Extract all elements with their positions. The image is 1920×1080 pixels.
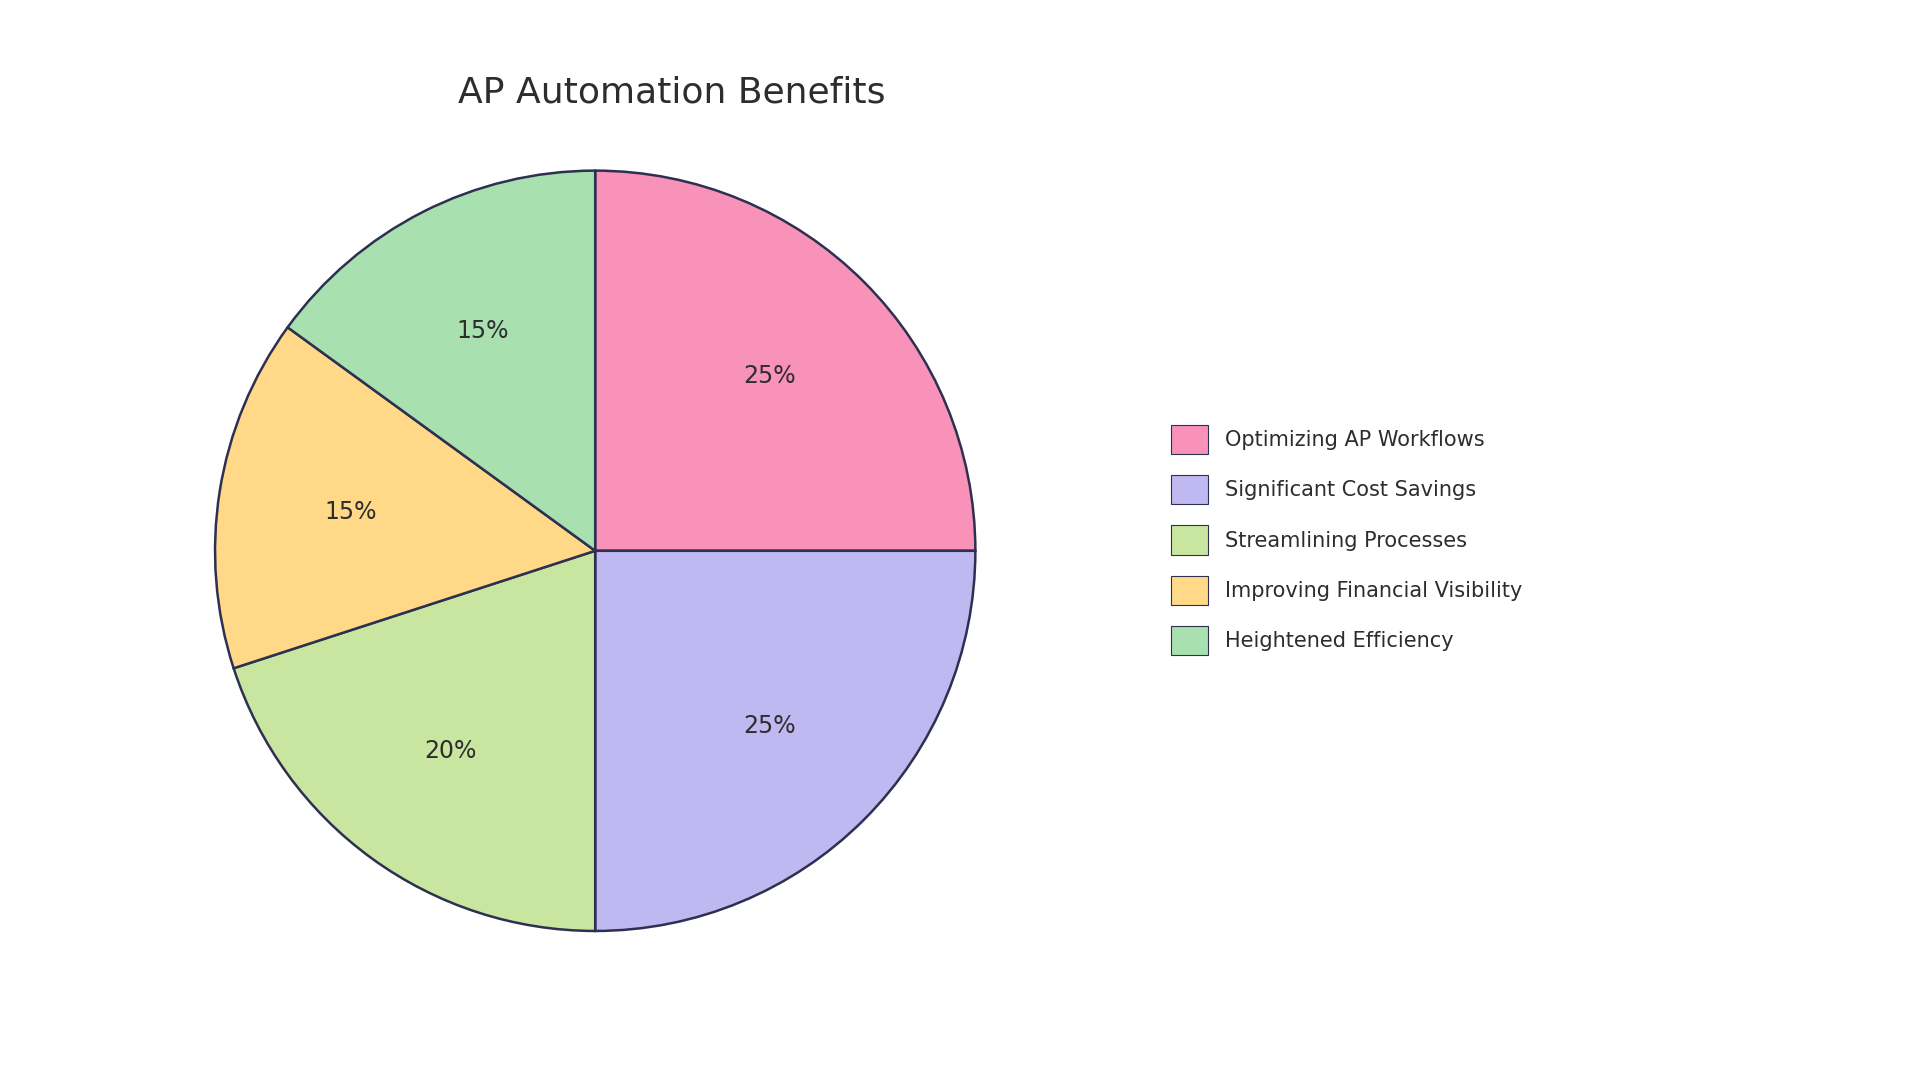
Text: AP Automation Benefits: AP Automation Benefits — [459, 76, 885, 109]
Text: 15%: 15% — [324, 500, 378, 524]
Text: 15%: 15% — [457, 319, 509, 342]
Wedge shape — [215, 327, 595, 669]
Legend: Optimizing AP Workflows, Significant Cost Savings, Streamlining Processes, Impro: Optimizing AP Workflows, Significant Cos… — [1162, 416, 1530, 664]
Text: 20%: 20% — [424, 739, 476, 762]
Text: 25%: 25% — [743, 714, 797, 738]
Wedge shape — [234, 551, 595, 931]
Wedge shape — [288, 171, 595, 551]
Wedge shape — [595, 171, 975, 551]
Wedge shape — [595, 551, 975, 931]
Text: 25%: 25% — [743, 364, 797, 388]
